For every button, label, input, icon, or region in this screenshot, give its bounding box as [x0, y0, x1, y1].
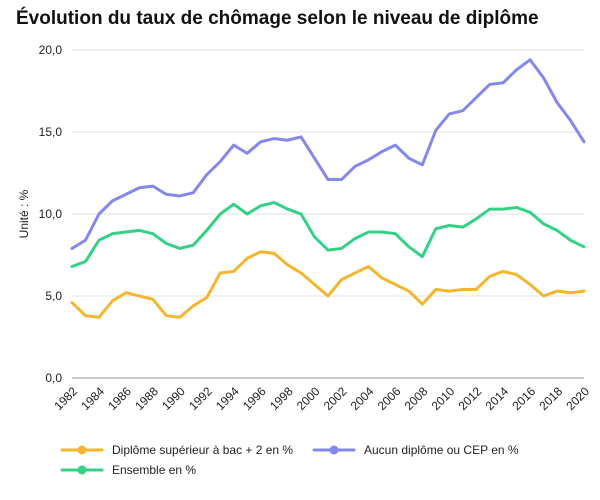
x-tick-label: 2014 [482, 384, 511, 413]
legend-swatch-marker [77, 465, 87, 475]
x-tick-label: 2016 [509, 384, 538, 413]
series-lines [70, 58, 586, 319]
y-tick-label: 0,0 [45, 371, 62, 385]
x-tick-label: 1982 [51, 384, 80, 413]
y-tick-label: 15,0 [39, 125, 63, 139]
x-tick-label: 1996 [240, 384, 269, 413]
y-axis-ticks: 0,0 5,0 10,0 15,0 20,0 [39, 43, 63, 385]
x-tick-label: 2018 [536, 384, 565, 413]
x-tick-label: 2010 [429, 384, 458, 413]
series-line-2 [70, 58, 586, 250]
x-tick-label: 2020 [563, 384, 592, 413]
x-tick-label: 1988 [132, 384, 161, 413]
x-tick-label: 2004 [348, 384, 377, 413]
x-tick-label: 1994 [213, 384, 242, 413]
legend-label: Diplôme supérieur à bac + 2 en % [112, 443, 293, 457]
series-line-3 [70, 201, 586, 268]
x-tick-label: 2002 [321, 384, 350, 413]
legend-label: Aucun diplôme ou CEP en % [364, 443, 519, 457]
x-tick-label: 1984 [78, 384, 107, 413]
x-tick-label: 2008 [402, 384, 431, 413]
legend-item-1: Diplôme supérieur à bac + 2 en % [60, 443, 293, 457]
legend: Diplôme supérieur à bac + 2 en % Aucun di… [60, 443, 519, 477]
x-tick-label: 1990 [159, 384, 188, 413]
legend-swatch-marker [77, 445, 87, 455]
x-tick-label: 2012 [456, 384, 485, 413]
x-tick-label: 1998 [267, 384, 296, 413]
y-tick-label: 20,0 [39, 43, 63, 57]
x-tick-label: 1986 [105, 384, 134, 413]
series-line-1 [70, 250, 586, 319]
y-tick-label: 5,0 [45, 289, 62, 303]
legend-item-3: Ensemble en % [60, 463, 196, 477]
y-tick-label: 10,0 [39, 207, 63, 221]
legend-label: Ensemble en % [112, 463, 196, 477]
x-tick-label: 2006 [375, 384, 404, 413]
legend-swatch-marker [329, 445, 339, 455]
grid-lines [72, 49, 584, 379]
chart-title: Évolution du taux de chômage selon le ni… [16, 8, 539, 29]
y-axis-title: Unité : % [17, 189, 31, 238]
x-tick-label: 1992 [186, 384, 215, 413]
x-tick-label: 2000 [294, 384, 323, 413]
legend-item-2: Aucun diplôme ou CEP en % [312, 443, 519, 457]
x-axis-ticks: 1982198419861988199019921994199619982000… [51, 384, 592, 413]
